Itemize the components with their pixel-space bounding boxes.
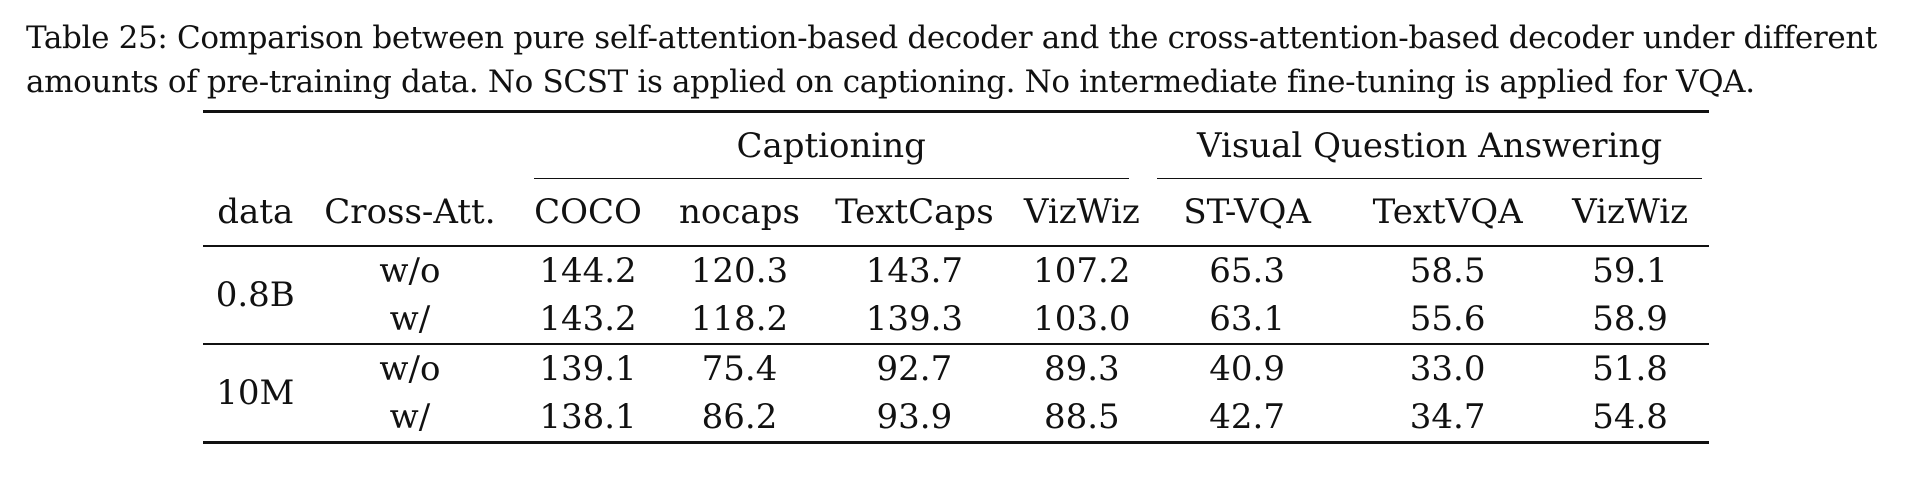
value-cell: 86.2: [701, 397, 778, 437]
value-cell: 55.6: [1409, 299, 1486, 339]
value-cell: 139.3: [865, 299, 964, 339]
table-row: 10M w/o 139.1 75.4 92.7 89.3 40.9 33.0 5…: [203, 345, 1709, 413]
group-header-row: Captioning Visual Question Answering: [203, 112, 1709, 179]
table-caption: Table 25: Comparison between pure self-a…: [26, 16, 1906, 104]
column-header-row: data Cross-Att. COCO nocaps TextCaps Viz…: [203, 179, 1709, 246]
value-cell: 34.7: [1409, 397, 1486, 437]
column-header: Cross-Att.: [324, 192, 496, 232]
cross-att-cell: w/o: [379, 251, 441, 291]
column-header: ST-VQA: [1183, 192, 1311, 232]
value-cell: 107.2: [1033, 251, 1131, 291]
group-vqa-label: Visual Question Answering: [1157, 126, 1702, 179]
group-captioning-cell: Captioning: [512, 112, 1150, 179]
value-cell: 143.7: [865, 251, 964, 291]
value-cell: 88.5: [1043, 397, 1120, 437]
results-table: Captioning Visual Question Answering dat…: [203, 110, 1709, 444]
value-cell: 75.4: [701, 349, 778, 389]
value-cell: 65.3: [1209, 251, 1285, 291]
cross-att-cell: w/: [389, 397, 431, 437]
value-cell: 92.7: [876, 349, 953, 389]
column-header: TextCaps: [835, 192, 994, 232]
table-row: w/ 138.1 86.2 93.9 88.5 42.7 34.7 54.8: [203, 393, 1709, 443]
value-cell: 42.7: [1209, 397, 1285, 437]
value-cell: 143.2: [539, 299, 637, 339]
value-cell: 93.9: [876, 397, 953, 437]
column-header: VizWiz: [1572, 192, 1688, 232]
column-header: TextVQA: [1372, 192, 1523, 232]
caption-line-1: Table 25: Comparison between pure self-a…: [26, 20, 1878, 56]
table-row: w/ 143.2 118.2 139.3 103.0 63.1 55.6 58.…: [203, 295, 1709, 344]
value-cell: 59.1: [1592, 251, 1668, 291]
value-cell: 103.0: [1033, 299, 1131, 339]
column-header: COCO: [534, 192, 642, 232]
value-cell: 33.0: [1409, 349, 1486, 389]
value-cell: 144.2: [539, 251, 637, 291]
value-cell: 58.5: [1409, 251, 1486, 291]
value-cell: 139.1: [539, 349, 637, 389]
caption-line-2: amounts of pre-training data. No SCST is…: [26, 64, 1755, 100]
table-row: 0.8B w/o 144.2 120.3 143.7 107.2 65.3 58…: [203, 247, 1709, 315]
value-cell: 54.8: [1592, 397, 1668, 437]
group-vqa-cell: Visual Question Answering: [1150, 112, 1709, 179]
data-size-cell: 10M: [216, 373, 295, 413]
value-cell: 63.1: [1209, 299, 1285, 339]
value-cell: 118.2: [690, 299, 789, 339]
value-cell: 138.1: [539, 397, 637, 437]
column-header: VizWiz: [1023, 192, 1140, 232]
value-cell: 51.8: [1592, 349, 1668, 389]
cross-att-cell: w/: [389, 299, 431, 339]
value-cell: 120.3: [690, 251, 789, 291]
group-captioning-label: Captioning: [533, 126, 1129, 179]
value-cell: 40.9: [1209, 349, 1285, 389]
data-size-cell: 0.8B: [215, 275, 295, 315]
column-header: nocaps: [679, 192, 800, 232]
column-header: data: [217, 192, 294, 232]
value-cell: 89.3: [1043, 349, 1120, 389]
cross-att-cell: w/o: [379, 349, 441, 389]
value-cell: 58.9: [1592, 299, 1668, 339]
